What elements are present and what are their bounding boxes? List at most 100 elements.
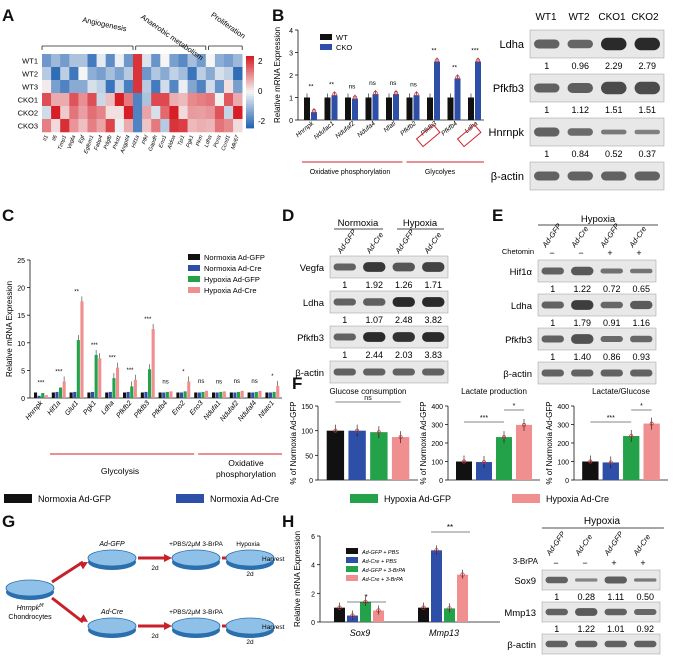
bar xyxy=(304,97,310,120)
colorbar-segment xyxy=(246,126,254,129)
blot-band xyxy=(333,298,356,306)
blot-band xyxy=(575,640,598,648)
blot-band xyxy=(392,297,415,307)
heatmap-cell xyxy=(133,54,143,68)
blot-lane-label: Ad-GFP xyxy=(393,228,416,256)
colorbar-segment xyxy=(246,56,254,59)
heatmap-cell xyxy=(96,67,106,81)
treatment-sign: − xyxy=(582,558,587,568)
colorbar-segment xyxy=(246,68,254,71)
significance-label: ns xyxy=(234,379,240,385)
bar xyxy=(456,461,472,480)
data-point xyxy=(629,434,634,438)
heatmap-cell xyxy=(151,119,161,133)
data-point xyxy=(393,90,399,96)
heatmap-row-label: CKO2 xyxy=(18,109,38,118)
step-label: +PBS/2μM 3-BrPA xyxy=(169,609,223,616)
y-tick-label: 200 xyxy=(431,441,443,448)
heatmap-cell xyxy=(160,93,170,107)
heatmap-cell xyxy=(224,119,234,133)
heatmap-cell xyxy=(114,106,125,120)
heatmap-cell xyxy=(114,54,125,68)
colorbar-segment xyxy=(246,64,254,67)
source-superscript: f/f xyxy=(39,603,44,609)
bar xyxy=(324,97,331,120)
y-tick-label: 0 xyxy=(309,478,313,485)
colorbar-tick: 2 xyxy=(258,57,263,66)
colorbar-segment xyxy=(246,92,254,95)
bar xyxy=(331,95,338,120)
colorbar-segment xyxy=(246,88,254,91)
bar xyxy=(475,61,481,120)
y-tick-label: 2 xyxy=(289,73,293,80)
significance-label: ns xyxy=(369,80,377,87)
heatmap-cell xyxy=(96,93,106,107)
data-point xyxy=(447,606,452,611)
data-point xyxy=(376,430,381,435)
panel-label-b: B xyxy=(272,6,285,25)
blot-band xyxy=(604,608,627,616)
heatmap-cell xyxy=(78,67,88,81)
colorbar-segment xyxy=(246,108,254,111)
colorbar-segment xyxy=(246,116,254,119)
y-tick-label: 0 xyxy=(565,478,569,485)
blot-band xyxy=(545,576,568,584)
heatmap-cell xyxy=(224,54,234,68)
significance-label: * xyxy=(513,403,516,410)
heatmap-cell xyxy=(160,54,170,68)
heatmap-cell xyxy=(214,54,225,68)
x-tick-label: Sox9 xyxy=(350,628,371,638)
significance-label: ** xyxy=(74,289,79,295)
source-label-2: Chondrocytes xyxy=(8,614,52,621)
bar xyxy=(454,78,461,120)
duration-label: 2d xyxy=(246,571,254,578)
source-dish xyxy=(5,579,55,597)
legend-swatch xyxy=(512,494,540,503)
blot-strip xyxy=(329,360,449,384)
heatmap-cell xyxy=(187,106,197,120)
chart-title: Lactate production xyxy=(461,387,527,396)
bar xyxy=(222,391,226,398)
dish xyxy=(225,617,275,635)
heatmap-cell xyxy=(60,93,70,107)
heatmap-cell xyxy=(169,106,179,120)
blot-row-label: Hnrnpk xyxy=(489,127,525,139)
heatmap-cell xyxy=(169,119,179,133)
heatmap-cell xyxy=(123,119,134,133)
colorbar-segment xyxy=(246,62,254,65)
heatmap-col-label: Gapdh xyxy=(148,135,159,153)
blot-band xyxy=(541,369,564,377)
heatmap-cell xyxy=(105,106,116,120)
heatmap-cell xyxy=(96,80,106,94)
bar xyxy=(76,340,80,398)
blot-quant-value: 1 xyxy=(554,592,559,602)
blot-quant-value: 2.79 xyxy=(638,61,656,71)
blot-band xyxy=(630,268,653,274)
y-tick-label: 100 xyxy=(557,460,569,467)
bar xyxy=(247,392,251,398)
colorbar-segment xyxy=(246,78,254,81)
blot-quant-value: 1 xyxy=(544,61,549,71)
bar xyxy=(393,94,399,120)
treatment-sign: + xyxy=(607,248,612,258)
blot-band xyxy=(422,332,445,342)
blot-band xyxy=(534,127,560,137)
significance-label: ns xyxy=(162,379,168,385)
colorbar-segment xyxy=(246,104,254,107)
blot-row-label: β-actin xyxy=(491,171,524,183)
legend-swatch xyxy=(346,575,358,581)
heatmap-cell xyxy=(42,67,52,81)
y-axis-label: Relative mRNA Expression xyxy=(5,281,14,377)
blot-quant-value: 2.29 xyxy=(605,61,623,71)
y-tick-label: 4 xyxy=(289,28,293,35)
blot-strip xyxy=(537,327,657,351)
data-point xyxy=(502,435,506,440)
y-tick-label: 1 xyxy=(289,96,293,103)
blot-band xyxy=(634,129,660,135)
legend-swatch xyxy=(346,566,358,572)
blot-band xyxy=(545,608,568,616)
colorbar-segment xyxy=(246,82,254,85)
blot-band xyxy=(333,333,356,341)
